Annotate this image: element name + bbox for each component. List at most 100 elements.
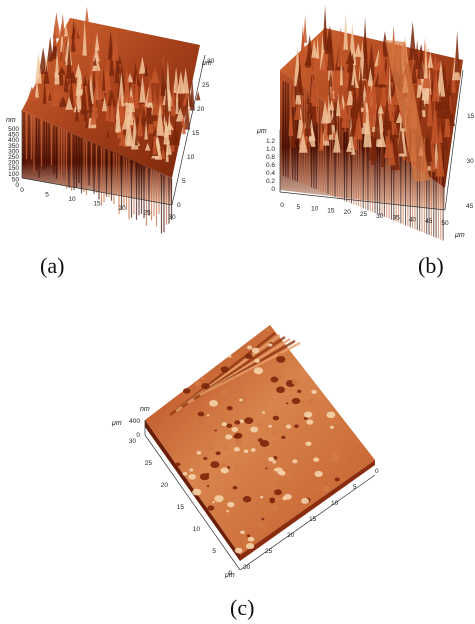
surface-grain bbox=[271, 430, 278, 436]
surface-peak bbox=[91, 90, 99, 119]
surface-peak bbox=[367, 83, 375, 120]
surface-grain bbox=[239, 419, 245, 424]
surface-peak bbox=[350, 144, 356, 155]
surface-peak bbox=[69, 69, 77, 84]
surface-peak bbox=[175, 80, 179, 115]
surface-peak bbox=[156, 102, 164, 136]
surface-grain bbox=[270, 371, 280, 378]
x-tick-b: 0 bbox=[280, 202, 284, 209]
surface-peak bbox=[377, 42, 387, 85]
surface-peak bbox=[182, 110, 186, 135]
caption-b: (b) bbox=[418, 253, 444, 278]
surface-grain bbox=[256, 521, 266, 529]
z-side-unit-label-c: μm bbox=[111, 420, 122, 427]
surface-grain bbox=[291, 397, 301, 405]
surface-grain bbox=[251, 347, 260, 354]
surface-peak bbox=[167, 111, 172, 135]
afm-panel-a: nm 500 450 400 350 300 250 200 150 100 50 0 0 5 10 15 20… bbox=[0, 0, 230, 240]
surface-peak bbox=[30, 88, 37, 102]
x-tick-b: 10 bbox=[311, 206, 319, 213]
y-tick-b: 45 bbox=[466, 203, 474, 210]
surface-peak bbox=[101, 70, 106, 91]
surface-peak bbox=[93, 45, 100, 62]
surface-peak bbox=[118, 137, 127, 146]
x-tick-c: 20 bbox=[287, 532, 295, 539]
afm-surface-b: μm1.21.00.80.60.40.200 5 10 15 20 25 30 35 40 45 5… bbox=[256, 5, 475, 241]
x-unit-label-c: μm bbox=[224, 572, 235, 579]
surface-peak bbox=[309, 45, 317, 76]
surface-peak bbox=[411, 58, 418, 84]
surface-peak bbox=[454, 30, 460, 73]
y-tick-a: 10 bbox=[187, 154, 195, 161]
surface-grain bbox=[192, 488, 202, 496]
surface-grain bbox=[261, 518, 265, 521]
surface-peak bbox=[60, 22, 64, 52]
surface-grain bbox=[265, 467, 268, 470]
y-tick-a: 0 bbox=[177, 202, 181, 209]
surface-peak bbox=[367, 42, 376, 82]
x-tick-b: 40 bbox=[409, 216, 417, 223]
surface-grain bbox=[209, 399, 219, 407]
surface-peak bbox=[126, 100, 134, 126]
surface-grain bbox=[207, 505, 215, 511]
y-axis-a bbox=[171, 54, 206, 206]
y-axis-b bbox=[444, 69, 464, 211]
surface-peak bbox=[150, 66, 160, 84]
surface-grain bbox=[311, 389, 317, 395]
surface-grain bbox=[206, 484, 210, 488]
surface-grain bbox=[306, 419, 314, 425]
y-tick-c: 20 bbox=[161, 482, 169, 489]
surface-peak bbox=[165, 134, 169, 162]
surface-grain bbox=[234, 547, 243, 554]
surface-peak bbox=[109, 95, 115, 123]
surface-peak bbox=[152, 122, 157, 155]
surface-grain bbox=[250, 448, 256, 452]
surface-peak bbox=[94, 32, 100, 51]
surface-grain bbox=[233, 447, 240, 452]
surface-peak bbox=[370, 79, 376, 98]
surface-peak bbox=[436, 60, 446, 97]
surface-grain bbox=[269, 505, 279, 512]
surface-grain bbox=[273, 496, 280, 501]
y-tick-c: 10 bbox=[193, 526, 201, 533]
z-tick-a: 50 bbox=[12, 176, 20, 183]
surface-peak bbox=[379, 80, 388, 107]
surface-peak bbox=[303, 15, 308, 43]
surface-peak bbox=[334, 72, 338, 88]
surface-peak bbox=[35, 51, 42, 84]
z-unit-label-c: nm bbox=[140, 406, 150, 413]
surface-peak bbox=[319, 52, 328, 73]
surface-peak bbox=[60, 43, 65, 67]
surface-grain bbox=[260, 495, 264, 499]
surface-peak bbox=[426, 84, 433, 127]
surface-grain bbox=[333, 420, 342, 427]
surface-ridge bbox=[385, 40, 430, 182]
y-tick-c: 30 bbox=[129, 438, 137, 445]
x-tick-a: 25 bbox=[143, 210, 151, 217]
surface-peak bbox=[431, 99, 439, 144]
z-tick-b: 1.0 bbox=[266, 146, 275, 153]
surface-grain bbox=[301, 497, 309, 504]
y-tick-c: 0 bbox=[228, 570, 232, 577]
surface-grain bbox=[304, 411, 313, 418]
surface-grain bbox=[262, 503, 266, 506]
surface-grain bbox=[244, 488, 253, 495]
surface-grain bbox=[201, 377, 205, 381]
surface-peak bbox=[111, 33, 120, 61]
z-tick-a: 450 bbox=[8, 132, 19, 139]
y-tick-c: 5 bbox=[212, 548, 216, 555]
surface-peak bbox=[384, 131, 393, 158]
surface-peak bbox=[44, 53, 48, 72]
surface-grain bbox=[263, 462, 268, 466]
surface-peak bbox=[382, 99, 391, 129]
surface-peak bbox=[63, 73, 69, 93]
x-tick-b: 20 bbox=[344, 209, 352, 216]
surface-grain bbox=[305, 441, 312, 447]
surface-peak bbox=[299, 29, 306, 64]
surface-grain bbox=[220, 467, 229, 474]
surface-peak bbox=[424, 131, 433, 162]
surface-peak bbox=[77, 30, 82, 54]
x-tick-c: 25 bbox=[265, 548, 273, 555]
surface-peak bbox=[80, 79, 88, 115]
surface-peak bbox=[126, 131, 132, 146]
